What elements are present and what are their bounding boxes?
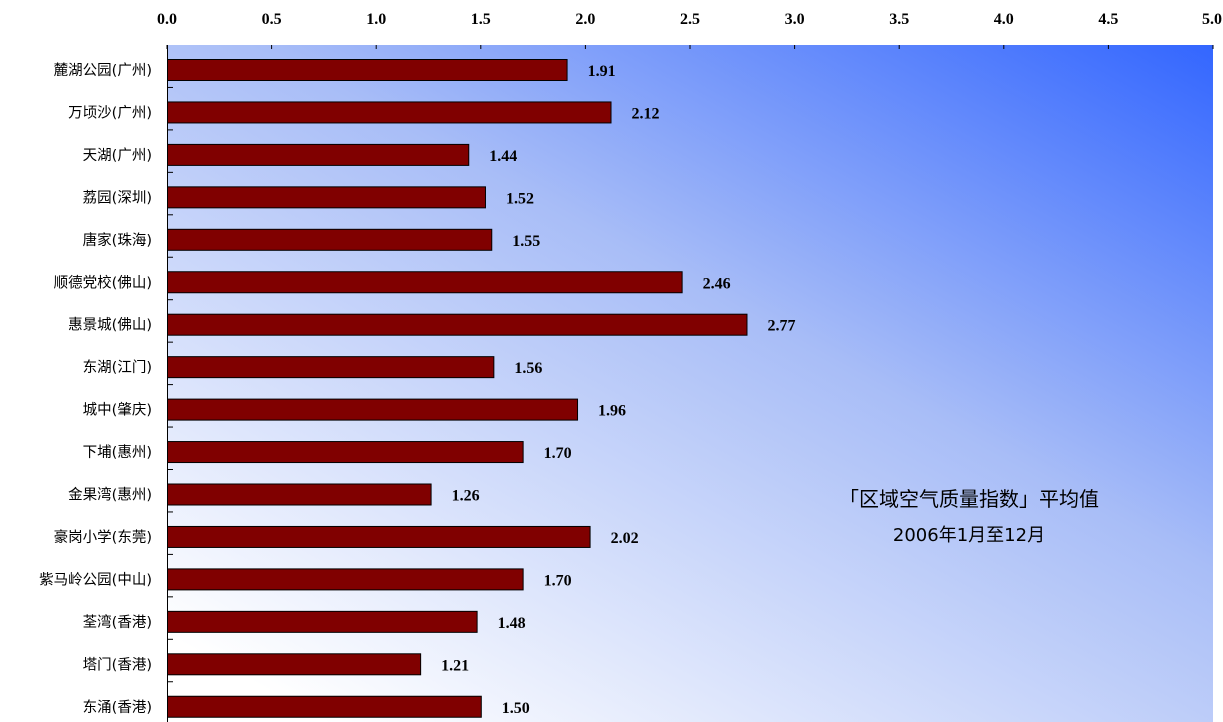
category-label: 豪岗小学(东莞) xyxy=(54,529,152,546)
annotation-line-1: 「区域空气质量指数」平均值 xyxy=(839,487,1099,511)
x-tick-label: 0.5 xyxy=(262,11,282,28)
category-label: 唐家(珠海) xyxy=(83,232,152,249)
bar xyxy=(167,695,482,718)
bar-series xyxy=(167,59,748,718)
chart-annotation: 「区域空气质量指数」平均值 2006年1月至12月 xyxy=(839,487,1099,546)
bar xyxy=(167,101,612,124)
data-labels: 1.91 2.12 1.44 1.52 1.55 2.46 2.77 1.56 1.96 1.70… xyxy=(441,63,795,717)
data-label: 1.56 xyxy=(514,360,542,377)
data-label: 2.46 xyxy=(703,275,731,292)
data-label: 1.21 xyxy=(441,657,469,674)
bar xyxy=(167,483,432,506)
bar xyxy=(167,59,568,81)
x-tick-label: 1.5 xyxy=(471,11,491,28)
x-tick-label: 2.5 xyxy=(680,11,700,28)
x-tick-label: 3.5 xyxy=(889,11,909,28)
category-label: 荃湾(香港) xyxy=(83,614,152,631)
data-label: 1.44 xyxy=(489,148,517,165)
data-label: 1.70 xyxy=(544,572,572,589)
x-tick-label: 1.0 xyxy=(366,11,386,28)
data-label: 1.48 xyxy=(498,615,526,632)
bar xyxy=(167,313,748,336)
bar xyxy=(167,568,524,591)
category-label: 天湖(广州) xyxy=(83,147,152,164)
category-label: 紫马岭公园(中山) xyxy=(39,571,152,588)
data-label: 1.52 xyxy=(506,190,534,207)
category-label: 荔园(深圳) xyxy=(83,189,152,206)
annotation-line-2: 2006年1月至12月 xyxy=(893,525,1045,546)
x-tick-label: 4.0 xyxy=(994,11,1014,28)
data-label: 1.91 xyxy=(588,63,616,80)
bar xyxy=(167,525,591,548)
bar xyxy=(167,143,470,166)
category-label: 下埔(惠州) xyxy=(83,444,152,461)
x-axis: 0.0 0.5 1.0 1.5 2.0 2.5 3.0 3.5 4.0 4.5 5.0 xyxy=(157,11,1222,49)
data-label: 1.70 xyxy=(544,445,572,462)
category-label: 城中(肇庆) xyxy=(83,402,152,419)
x-tick-label: 5.0 xyxy=(1202,11,1222,28)
bar xyxy=(167,228,493,251)
data-label: 1.50 xyxy=(502,700,530,717)
x-tick-label: 4.5 xyxy=(1098,11,1118,28)
category-labels: 麓湖公园(广州) 万顷沙(广州) 天湖(广州) 荔园(深圳) 唐家(珠海) 顺德党校(佛山… xyxy=(39,62,152,716)
x-tick-label: 3.0 xyxy=(785,11,805,28)
category-label: 东涌(香港) xyxy=(83,699,152,716)
x-tick-label: 0.0 xyxy=(157,11,177,28)
bar xyxy=(167,186,486,209)
bar xyxy=(167,610,478,633)
bar xyxy=(167,398,579,421)
bar xyxy=(167,441,524,464)
data-label: 1.26 xyxy=(452,488,480,505)
category-label: 塔门(香港) xyxy=(83,656,152,673)
category-label: 麓湖公园(广州) xyxy=(54,62,152,79)
category-label: 金果湾(惠州) xyxy=(68,487,152,504)
category-label: 东湖(江门) xyxy=(83,359,152,376)
data-label: 1.96 xyxy=(598,403,626,420)
bar xyxy=(167,653,422,676)
category-label: 万顷沙(广州) xyxy=(68,104,152,121)
bar xyxy=(167,356,495,379)
data-label: 2.02 xyxy=(611,530,639,547)
data-label: 2.12 xyxy=(632,105,660,122)
data-label: 2.77 xyxy=(767,318,795,335)
data-label: 1.55 xyxy=(512,233,540,250)
x-tick-label: 2.0 xyxy=(575,11,595,28)
category-label: 惠景城(佛山) xyxy=(68,317,152,334)
bar xyxy=(167,271,683,294)
category-label: 顺德党校(佛山) xyxy=(54,274,152,291)
